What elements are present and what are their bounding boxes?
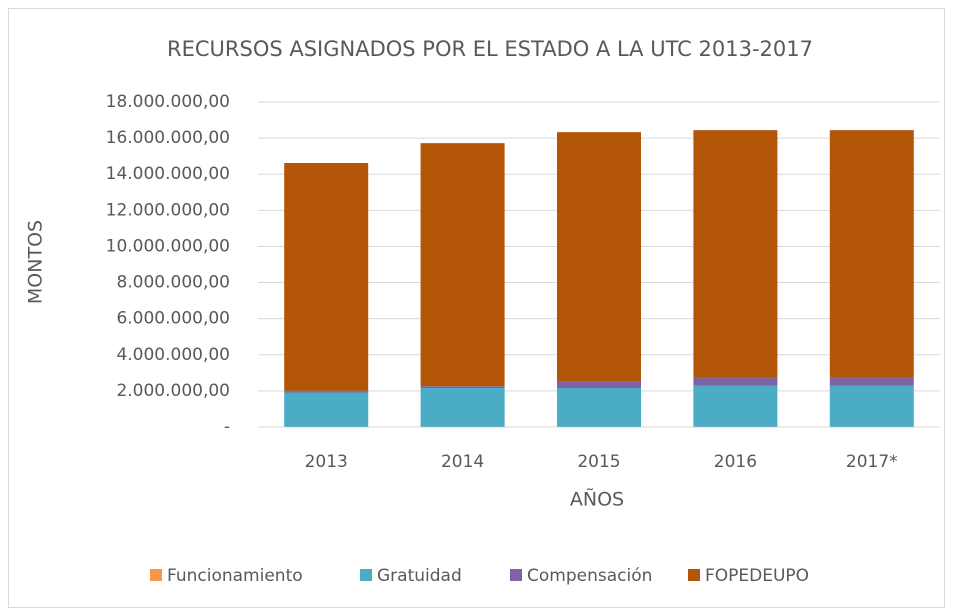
bar-segment (693, 130, 778, 378)
y-tick-label: 8.000.000,00 (116, 273, 230, 293)
legend-label: Funcionamiento (167, 566, 303, 586)
bar-segment (829, 385, 914, 427)
y-tick-label: 6.000.000,00 (116, 309, 230, 329)
y-tick-label: 18.000.000,00 (106, 92, 230, 112)
bar-segment (693, 385, 778, 427)
x-tick-label: 2013 (305, 452, 348, 472)
bar-segment (284, 392, 369, 427)
legend-label: Gratuidad (377, 566, 462, 586)
bar-segment (693, 377, 778, 386)
x-axis-title: AÑOS (570, 488, 624, 511)
y-tick-label: 2.000.000,00 (116, 381, 230, 401)
y-tick-label: 4.000.000,00 (116, 345, 230, 365)
legend-swatch (510, 569, 522, 581)
bar-segment (420, 388, 505, 427)
y-tick-label: 14.000.000,00 (106, 164, 230, 184)
bar-segment (829, 130, 914, 378)
bar-segment (557, 132, 641, 382)
bar-segment (284, 163, 369, 391)
bar-segment (557, 388, 641, 427)
chart-title: RECURSOS ASIGNADOS POR EL ESTADO A LA UT… (167, 37, 813, 61)
legend-swatch (360, 569, 372, 581)
x-tick-label: 2014 (441, 452, 484, 472)
bar-segment (420, 143, 505, 387)
legend-swatch (688, 569, 700, 581)
bar-segment (557, 381, 641, 388)
legend-label: FOPEDEUPO (705, 566, 809, 586)
x-tick-label: 2017* (846, 452, 898, 472)
x-tick-label: 2016 (714, 452, 757, 472)
legend-swatch (150, 569, 162, 581)
y-tick-label: - (224, 417, 230, 437)
x-tick-label: 2015 (577, 452, 620, 472)
y-tick-label: 12.000.000,00 (106, 200, 230, 220)
legend-label: Compensación (527, 566, 652, 586)
bar-segment (829, 377, 914, 386)
bar-segment (420, 386, 505, 388)
bar-segment (284, 390, 369, 393)
y-axis-title: MONTOS (25, 220, 47, 304)
y-tick-label: 10.000.000,00 (106, 236, 230, 256)
y-tick-label: 16.000.000,00 (106, 128, 230, 148)
